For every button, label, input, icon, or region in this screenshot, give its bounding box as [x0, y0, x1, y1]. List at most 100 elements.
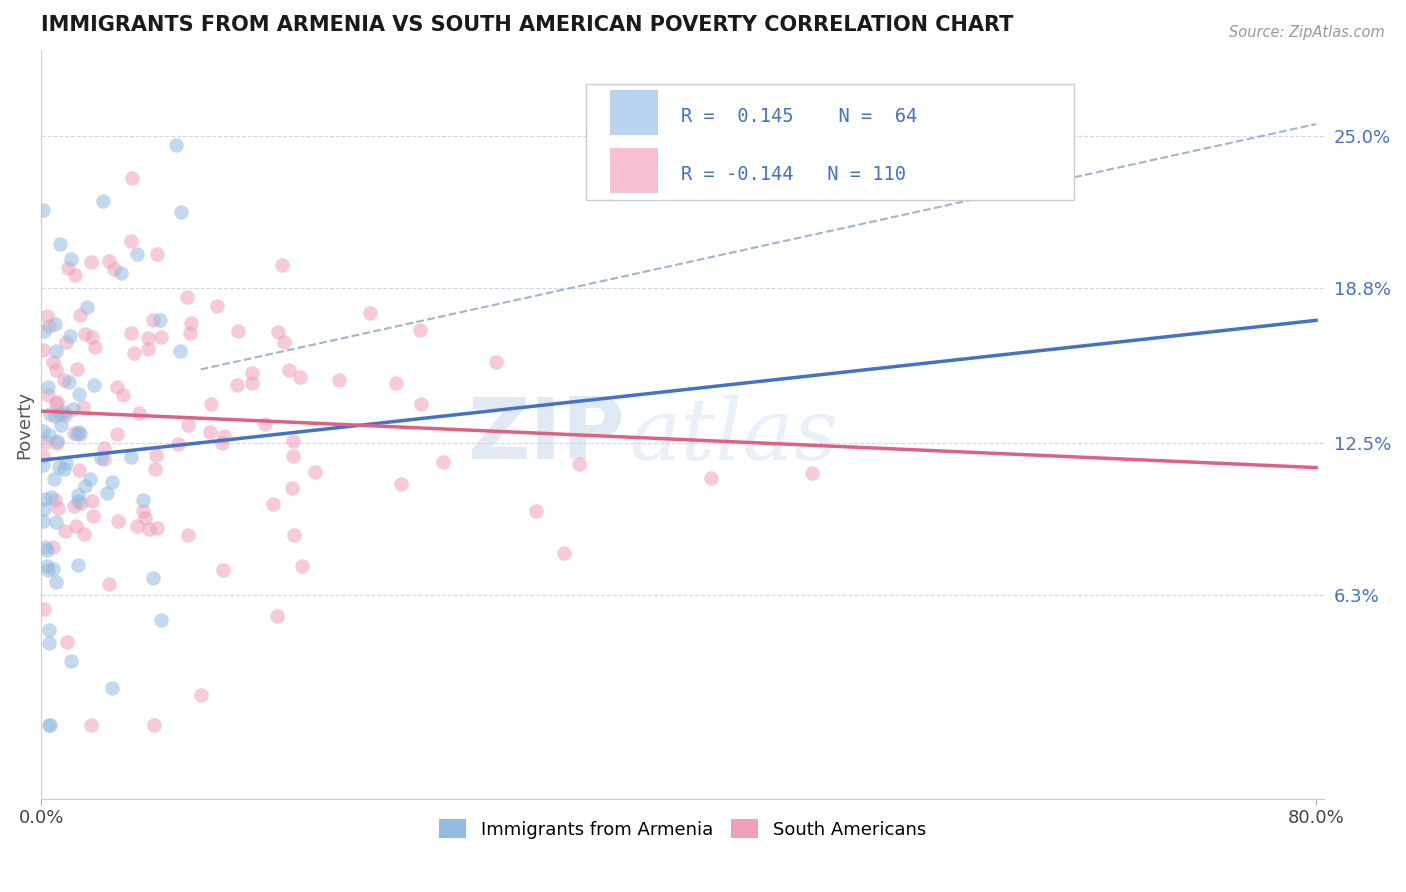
Text: ZIP: ZIP: [467, 394, 624, 477]
Point: [136, 331, 159, 345]
Point: [143, 462, 166, 476]
Point: [101, 475, 124, 490]
Point: [271, 258, 294, 272]
Point: [176, 289, 198, 303]
Point: [190, 688, 212, 702]
Point: [56, 635, 79, 649]
Point: [127, 519, 149, 533]
Point: [66, 558, 89, 573]
Point: [93, 452, 115, 467]
Point: [205, 300, 228, 314]
Point: [90, 451, 112, 466]
Point: [48, 460, 70, 475]
Point: [79, 471, 101, 485]
Point: [801, 467, 824, 481]
Legend: Immigrants from Armenia, South Americans: Immigrants from Armenia, South Americans: [432, 812, 934, 846]
Point: [67, 425, 90, 440]
Point: [58, 375, 80, 389]
Point: [142, 571, 165, 585]
Point: [46, 435, 69, 450]
Point: [280, 481, 302, 495]
Point: [32, 602, 55, 616]
Point: [53, 524, 76, 538]
Point: [120, 326, 142, 341]
Point: [432, 455, 454, 469]
Point: [84, 340, 107, 354]
Point: [42, 562, 65, 576]
Point: [240, 376, 263, 390]
Point: [145, 449, 167, 463]
Point: [35, 543, 58, 558]
Point: [267, 325, 290, 339]
Point: [32, 324, 55, 338]
Point: [66, 488, 89, 502]
Point: [63, 426, 86, 441]
Point: [73, 479, 96, 493]
Text: Source: ZipAtlas.com: Source: ZipAtlas.com: [1229, 25, 1385, 40]
Point: [66, 362, 89, 376]
Point: [49, 407, 72, 421]
Point: [46, 394, 69, 409]
Point: [32, 343, 55, 357]
Bar: [610, 148, 658, 193]
Point: [359, 306, 381, 320]
Text: R =  0.145    N =  64: R = 0.145 N = 64: [682, 107, 918, 126]
Point: [55, 334, 77, 349]
Point: [93, 442, 115, 456]
Point: [48, 237, 70, 252]
Point: [150, 613, 173, 627]
Point: [35, 434, 58, 449]
Point: [283, 528, 305, 542]
Point: [45, 396, 67, 410]
Point: [66, 427, 89, 442]
Point: [120, 234, 142, 248]
Point: [132, 503, 155, 517]
Point: [75, 326, 97, 341]
Point: [72, 400, 94, 414]
Point: [66, 494, 89, 508]
Point: [103, 261, 125, 276]
Point: [98, 254, 121, 268]
Point: [32, 449, 55, 463]
Point: [146, 247, 169, 261]
Point: [80, 254, 103, 268]
Point: [32, 424, 55, 438]
Point: [120, 450, 142, 464]
Point: [55, 408, 77, 422]
Point: [65, 518, 87, 533]
Point: [384, 376, 406, 391]
Point: [63, 500, 86, 514]
Point: [46, 501, 69, 516]
Point: [524, 504, 547, 518]
Point: [38, 318, 60, 333]
Point: [170, 205, 193, 219]
Point: [39, 491, 62, 505]
Point: [82, 509, 104, 524]
Point: [69, 426, 91, 441]
Point: [46, 434, 69, 448]
Point: [38, 623, 60, 637]
Point: [67, 386, 90, 401]
Point: [166, 437, 188, 451]
Point: [105, 380, 128, 394]
Point: [98, 576, 121, 591]
Point: [65, 268, 87, 282]
Point: [700, 471, 723, 485]
Point: [91, 194, 114, 208]
Point: [45, 515, 67, 529]
Point: [165, 138, 187, 153]
Point: [70, 496, 93, 510]
Point: [198, 425, 221, 439]
Point: [73, 526, 96, 541]
Point: [121, 171, 143, 186]
Point: [254, 417, 277, 432]
Point: [145, 521, 167, 535]
Point: [149, 312, 172, 326]
Point: [32, 458, 55, 472]
Point: [226, 377, 249, 392]
Point: [132, 493, 155, 508]
Text: atlas: atlas: [628, 394, 838, 477]
Point: [177, 417, 200, 432]
Point: [262, 497, 284, 511]
Y-axis label: Poverty: Poverty: [15, 391, 32, 458]
